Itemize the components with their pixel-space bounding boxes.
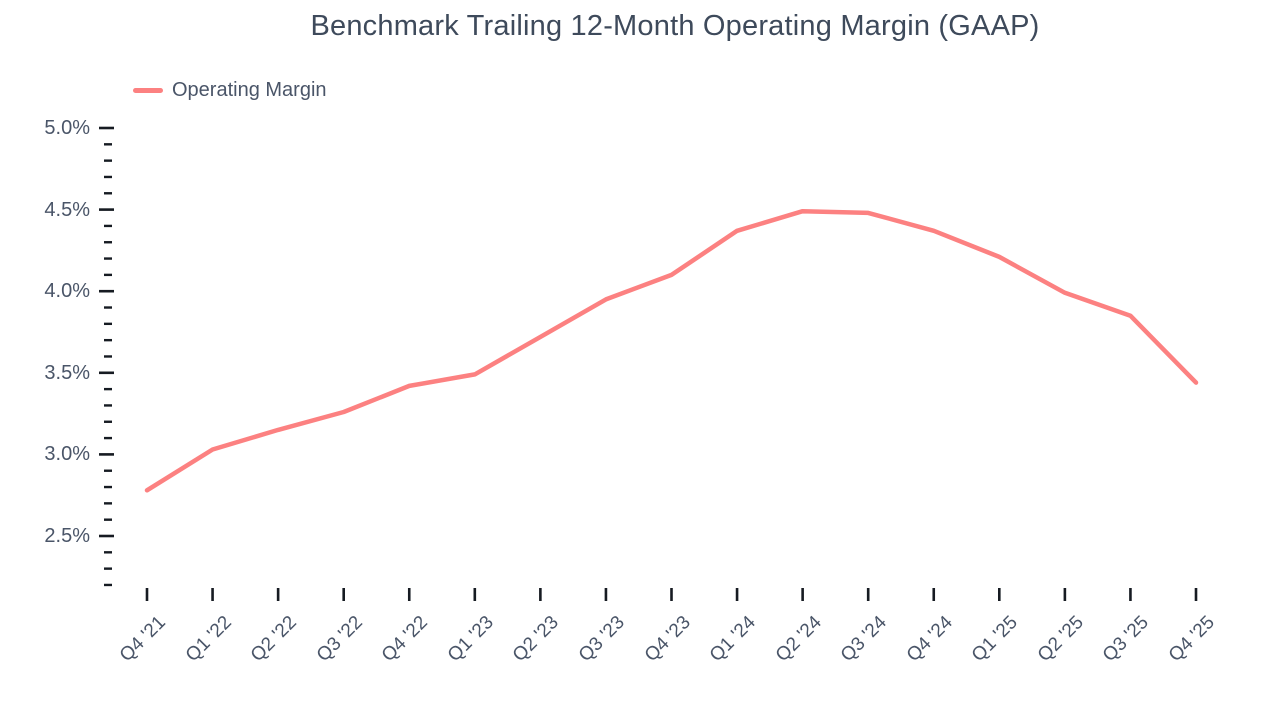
legend-line-swatch: [133, 88, 163, 93]
y-axis-label: 2.5%: [44, 525, 90, 547]
chart-title: Benchmark Trailing 12-Month Operating Ma…: [310, 10, 1040, 42]
legend: Operating Margin: [133, 79, 327, 102]
operating-margin-line: [144, 208, 1199, 493]
y-axis-label: 3.5%: [44, 361, 90, 384]
y-axis-label: 4.0%: [44, 280, 90, 303]
y-axis-label: 3.0%: [44, 443, 90, 466]
y-axis-label: 5.0%: [44, 117, 90, 139]
legend-label: Operating Margin: [172, 79, 327, 101]
y-axis-label: 4.5%: [44, 198, 90, 221]
